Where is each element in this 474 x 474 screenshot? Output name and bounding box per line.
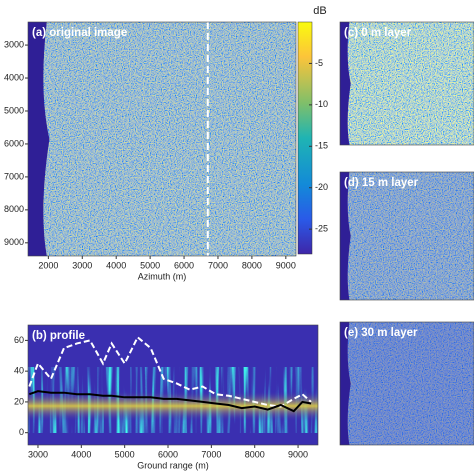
panel-title: (e) 30 m layer — [344, 327, 418, 339]
panel-title: (a) original image — [32, 27, 127, 39]
shore — [340, 22, 351, 145]
image-texture — [340, 22, 474, 145]
colorbar-tick-label: -25 — [315, 224, 328, 234]
y-tick-label: 9000 — [4, 237, 24, 247]
x-tick-label: 5000 — [115, 449, 135, 459]
y-tick-label: 3000 — [4, 39, 24, 49]
colorbar-tick-label: -15 — [315, 141, 328, 151]
image-shade — [28, 22, 296, 256]
x-tick-label: 4000 — [106, 260, 126, 270]
x-tick-label: 5000 — [140, 260, 160, 270]
y-tick-label: 20 — [14, 396, 24, 406]
x-tick-label: 3000 — [72, 260, 92, 270]
colorbar-tick-label: -20 — [315, 182, 328, 192]
panel-title: (c) 0 m layer — [344, 27, 412, 39]
x-tick-label: 6000 — [158, 449, 178, 459]
x-tick-label: 8000 — [242, 260, 262, 270]
y-tick-label: 0 — [19, 427, 24, 437]
profile-band — [28, 391, 318, 421]
panel-title: (b) profile — [32, 330, 85, 342]
x-axis-label: Ground range (m) — [137, 460, 209, 470]
y-tick-label: 7000 — [4, 171, 24, 181]
frame — [27, 21, 297, 257]
profile-line — [28, 390, 312, 413]
y-tick-label: 5000 — [4, 105, 24, 115]
x-tick-label: 9000 — [276, 260, 296, 270]
image-texture — [28, 22, 296, 256]
x-tick-label: 6000 — [174, 260, 194, 270]
x-tick-label: 2000 — [38, 260, 58, 270]
y-tick-label: 4000 — [4, 72, 24, 82]
shore — [28, 22, 50, 256]
shore — [340, 322, 351, 445]
x-tick-label: 3000 — [28, 449, 48, 459]
y-tick-label: 40 — [14, 366, 24, 376]
x-tick-label: 8000 — [245, 449, 265, 459]
colorbar-tick-label: -10 — [315, 99, 328, 109]
profile-line — [28, 335, 312, 408]
image-shade — [340, 172, 474, 300]
x-tick-label: 7000 — [208, 260, 228, 270]
x-tick-label: 4000 — [71, 449, 91, 459]
y-tick-label: 6000 — [4, 138, 24, 148]
frame — [339, 321, 474, 446]
colorbar — [297, 21, 313, 255]
image-texture — [340, 172, 474, 300]
colorbar-label: dB — [313, 5, 326, 17]
shore — [340, 172, 351, 300]
image-shade — [340, 322, 474, 445]
panel-title: (d) 15 m layer — [344, 177, 419, 189]
frame — [339, 171, 474, 301]
y-tick-label: 60 — [14, 335, 24, 345]
frame — [339, 21, 474, 146]
y-tick-label: 8000 — [4, 204, 24, 214]
x-axis-label: Azimuth (m) — [138, 271, 187, 281]
frame — [27, 324, 319, 446]
colorbar-tick-label: -5 — [315, 58, 323, 68]
x-tick-label: 7000 — [201, 449, 221, 459]
x-tick-label: 9000 — [288, 449, 308, 459]
